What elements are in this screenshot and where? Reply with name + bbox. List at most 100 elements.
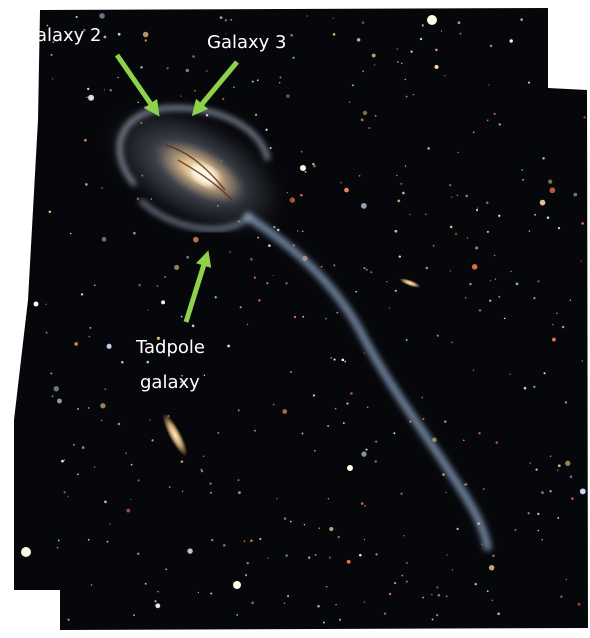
star: [338, 536, 340, 538]
star: [161, 300, 165, 304]
star: [401, 63, 403, 65]
star: [273, 275, 274, 276]
star: [364, 505, 366, 507]
star: [121, 361, 123, 363]
star: [329, 556, 331, 558]
star: [458, 21, 461, 24]
star: [557, 470, 558, 471]
star: [421, 397, 423, 399]
star: [487, 120, 489, 122]
star: [490, 45, 492, 47]
star: [88, 95, 94, 101]
star: [246, 562, 248, 564]
star: [368, 127, 370, 129]
star: [549, 187, 555, 193]
star: [528, 82, 530, 84]
label: galaxy: [140, 372, 200, 393]
star: [404, 535, 405, 536]
star: [528, 512, 530, 514]
star: [552, 324, 553, 325]
star: [492, 555, 494, 557]
star: [362, 70, 364, 72]
star: [64, 459, 66, 461]
star: [276, 498, 277, 499]
star: [104, 501, 107, 504]
star: [362, 21, 365, 24]
star: [321, 266, 323, 268]
star: [192, 325, 195, 328]
star: [487, 590, 489, 592]
star: [101, 420, 102, 421]
star: [102, 237, 107, 242]
star: [82, 446, 85, 449]
star: [483, 488, 485, 490]
star: [257, 79, 259, 81]
star: [308, 557, 310, 559]
star: [529, 230, 531, 232]
star: [223, 544, 225, 546]
label: Galaxy 3: [207, 32, 287, 53]
star: [247, 324, 248, 325]
star: [302, 316, 304, 318]
star: [73, 444, 75, 446]
star: [521, 169, 523, 171]
star: [193, 237, 199, 243]
star: [327, 425, 329, 427]
star: [510, 271, 511, 272]
star: [109, 523, 111, 525]
star: [478, 432, 480, 434]
star: [548, 180, 552, 184]
star: [498, 215, 500, 217]
star: [537, 513, 539, 515]
star: [406, 96, 408, 98]
star: [444, 420, 447, 423]
star: [280, 76, 282, 78]
star: [451, 341, 453, 343]
star: [57, 399, 62, 404]
star: [200, 469, 202, 471]
star: [222, 98, 224, 100]
star: [233, 86, 234, 87]
star: [61, 460, 64, 463]
star: [287, 595, 289, 597]
star: [516, 282, 519, 285]
star: [372, 54, 376, 58]
star: [157, 591, 159, 593]
star: [335, 408, 337, 410]
star: [130, 499, 131, 500]
star: [560, 596, 562, 598]
star: [284, 603, 285, 604]
star: [85, 183, 88, 186]
star: [74, 342, 78, 346]
bright-star: [300, 165, 306, 171]
star: [50, 372, 52, 374]
star: [405, 165, 406, 166]
star: [463, 440, 465, 442]
star: [476, 209, 478, 211]
star: [265, 129, 267, 131]
star: [315, 554, 317, 556]
star: [449, 184, 451, 186]
star: [335, 604, 337, 606]
star: [81, 293, 83, 295]
star: [366, 449, 368, 451]
star: [90, 327, 92, 329]
star: [292, 57, 294, 59]
star: [455, 233, 457, 235]
star: [94, 285, 96, 287]
star: [389, 593, 391, 595]
star: [549, 490, 551, 492]
star: [472, 264, 478, 270]
star: [317, 605, 320, 608]
star: [565, 461, 570, 466]
star: [267, 558, 268, 559]
star: [434, 65, 438, 69]
star: [330, 357, 332, 359]
star: [137, 552, 140, 555]
star: [509, 373, 510, 374]
star: [498, 296, 500, 298]
star: [406, 562, 408, 564]
star: [486, 202, 489, 205]
star: [556, 313, 557, 314]
star: [459, 33, 461, 35]
